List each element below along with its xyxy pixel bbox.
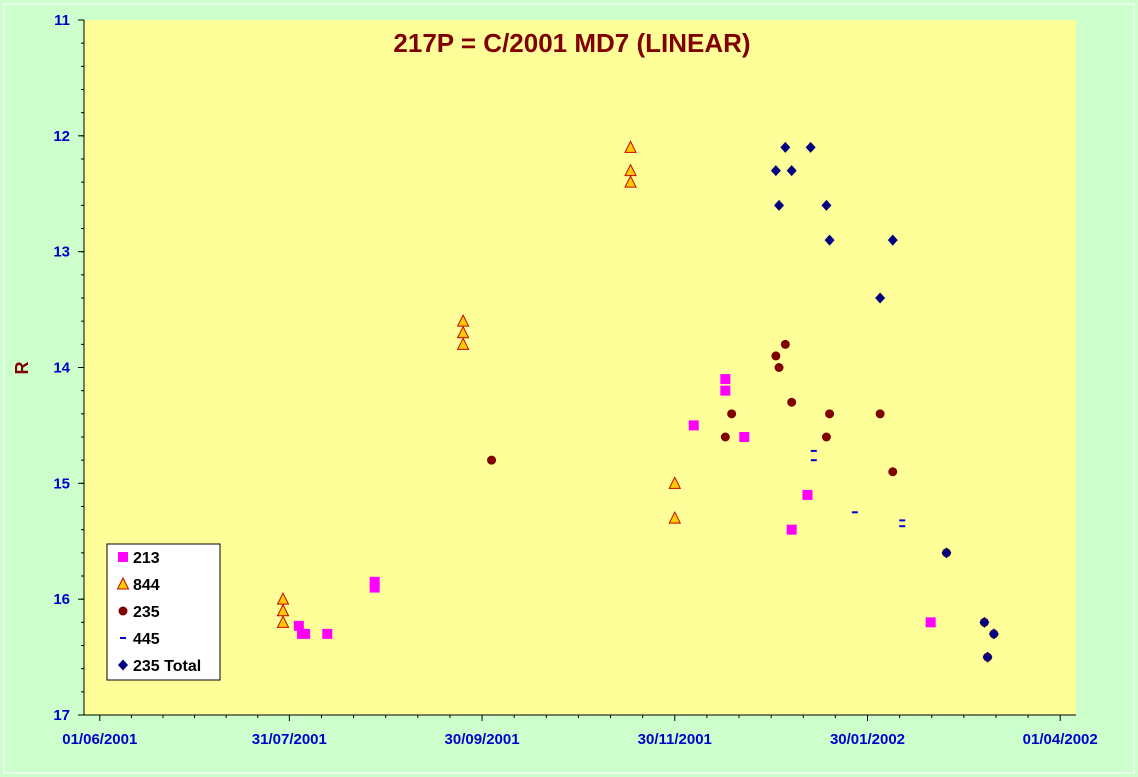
data-point xyxy=(624,140,637,153)
legend-label: 445 xyxy=(133,631,160,648)
y-tick-label: 14 xyxy=(53,360,70,377)
data-point xyxy=(727,409,737,419)
series-213 xyxy=(293,374,936,639)
data-point xyxy=(369,576,380,587)
y-tick-label: 13 xyxy=(53,244,70,261)
x-tick-label: 01/06/2001 xyxy=(62,731,137,748)
data-point xyxy=(369,582,380,593)
data-point xyxy=(825,409,835,419)
data-point xyxy=(668,476,682,489)
data-point xyxy=(941,547,952,559)
legend-item: 445 xyxy=(120,631,160,648)
data-marks xyxy=(276,140,999,663)
series-235-total xyxy=(770,141,999,663)
data-point xyxy=(899,519,906,522)
data-point xyxy=(774,199,785,211)
legend-item: 235 xyxy=(118,604,160,621)
axes xyxy=(78,19,1076,721)
data-point xyxy=(300,628,311,639)
data-point xyxy=(810,459,817,462)
chart-title: 217P = C/2001 MD7 (LINEAR) xyxy=(393,28,750,58)
y-tick-label: 17 xyxy=(53,707,70,724)
data-point xyxy=(982,651,993,663)
legend-label: 235 xyxy=(133,604,160,621)
data-point xyxy=(720,385,731,396)
data-point xyxy=(875,292,886,304)
data-point xyxy=(821,432,831,442)
data-point xyxy=(786,524,797,535)
data-point xyxy=(887,234,898,246)
data-point xyxy=(770,165,781,177)
data-point xyxy=(821,199,832,211)
data-point xyxy=(780,141,791,153)
legend-marker xyxy=(118,659,128,671)
y-tick-label: 11 xyxy=(54,12,70,29)
data-point xyxy=(988,628,999,640)
y-tick-label: 12 xyxy=(53,128,70,145)
x-tick-label: 30/09/2001 xyxy=(445,731,520,748)
x-tick-label: 01/04/2002 xyxy=(1023,731,1098,748)
plot-area xyxy=(84,20,1076,715)
x-tick-label: 31/07/2001 xyxy=(252,731,327,748)
legend-label: 235 Total xyxy=(133,658,201,675)
legend: 213 844 235 445 235 Total xyxy=(106,543,221,681)
data-point xyxy=(456,337,470,350)
data-point xyxy=(774,363,784,372)
y-tick-label: 15 xyxy=(53,475,70,492)
data-point xyxy=(293,620,304,631)
series-844 xyxy=(276,140,682,628)
data-point xyxy=(720,374,731,385)
data-point xyxy=(875,409,885,419)
data-point xyxy=(720,432,730,442)
data-point xyxy=(322,628,333,639)
data-point xyxy=(899,525,906,528)
data-point xyxy=(276,615,290,628)
data-point xyxy=(805,141,816,153)
y-axis-label: R xyxy=(12,362,32,375)
x-tick-labels: 01/06/2001 31/07/2001 30/09/2001 30/11/2001… xyxy=(62,731,1097,748)
data-point xyxy=(780,339,790,349)
x-tick-label: 30/01/2002 xyxy=(830,731,905,748)
legend-item: 213 xyxy=(118,550,160,567)
legend-label: 213 xyxy=(133,550,160,567)
legend-marker xyxy=(116,576,130,590)
legend-label: 844 xyxy=(133,577,160,594)
data-point xyxy=(810,449,817,452)
data-point xyxy=(739,432,750,442)
data-point xyxy=(851,511,858,514)
legend-item: 844 xyxy=(116,576,160,594)
data-point xyxy=(668,510,682,524)
y-tick-labels: 11 12 13 14 15 16 17 xyxy=(53,12,70,724)
data-point xyxy=(802,489,813,500)
chart-area-border xyxy=(3,3,1135,774)
data-point xyxy=(888,467,898,477)
data-point xyxy=(787,397,797,407)
legend-marker xyxy=(120,637,126,639)
series-445 xyxy=(810,449,906,528)
y-tick-label: 16 xyxy=(53,591,70,608)
legend-marker xyxy=(118,552,128,562)
data-point xyxy=(925,617,936,628)
data-point xyxy=(487,455,497,465)
data-point xyxy=(688,420,699,431)
data-point xyxy=(786,165,797,177)
legend-item: 235 Total xyxy=(118,658,201,675)
data-point xyxy=(824,234,835,246)
data-point xyxy=(771,351,781,361)
x-tick-label: 30/11/2001 xyxy=(638,731,712,748)
legend-marker xyxy=(118,606,128,616)
data-point xyxy=(979,616,990,628)
data-point xyxy=(624,175,637,188)
